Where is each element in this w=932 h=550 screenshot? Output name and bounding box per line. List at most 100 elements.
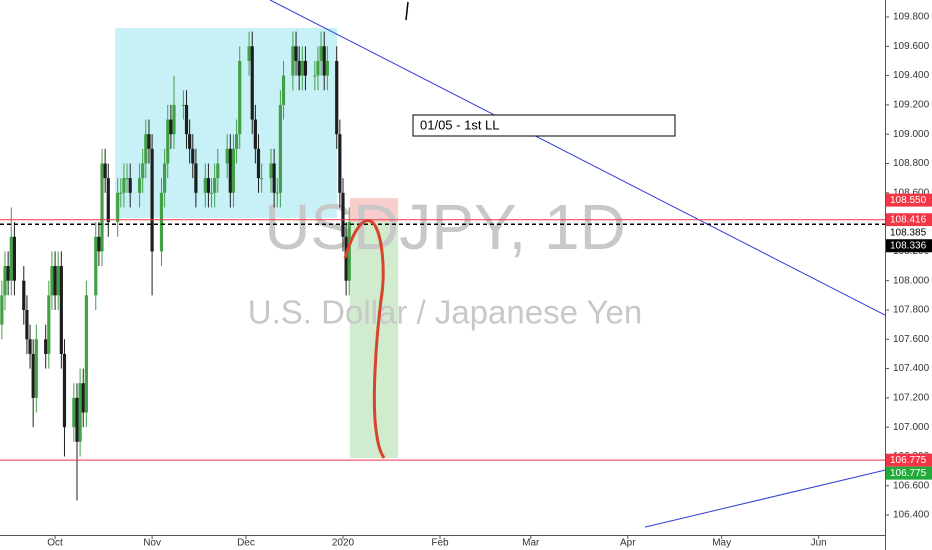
freehand-curve bbox=[343, 219, 386, 459]
y-tick-label: 106.600 bbox=[893, 480, 930, 491]
candle-body bbox=[144, 134, 148, 164]
candle-body bbox=[97, 236, 101, 252]
x-tick-label: Jun bbox=[811, 538, 827, 549]
candle-body bbox=[344, 236, 348, 281]
x-tick-label: Dec bbox=[237, 538, 255, 549]
candle-body bbox=[181, 104, 185, 106]
candle-body bbox=[172, 104, 176, 135]
candle-body bbox=[100, 163, 104, 252]
price-label: 108.385 bbox=[890, 227, 927, 238]
y-tick-label: 109.600 bbox=[893, 41, 930, 52]
y-tick-label: 107.800 bbox=[893, 305, 930, 316]
watermark-subtitle: U.S. Dollar / Japanese Yen bbox=[248, 294, 642, 331]
candle-body bbox=[116, 192, 120, 223]
y-tick-label: 108.800 bbox=[893, 158, 930, 169]
candle-body bbox=[303, 60, 308, 76]
candle-body bbox=[191, 148, 195, 164]
y-tick-label: 109.400 bbox=[893, 70, 930, 81]
candle-body bbox=[275, 192, 279, 194]
candle-body bbox=[253, 119, 257, 149]
candle-body bbox=[294, 46, 298, 61]
drawing-stroke bbox=[405, 1, 409, 21]
candle-body bbox=[194, 163, 198, 193]
x-tick-label: Mar bbox=[522, 538, 540, 549]
price-label-bg bbox=[886, 226, 932, 240]
candle-body bbox=[53, 266, 57, 296]
trendline bbox=[644, 469, 886, 528]
candle-body bbox=[12, 236, 16, 281]
candle-body bbox=[62, 353, 67, 428]
candle-body bbox=[94, 236, 98, 296]
price-label: 108.336 bbox=[890, 240, 927, 251]
candle-body bbox=[119, 192, 123, 194]
candle-body bbox=[169, 119, 173, 135]
candle-body bbox=[59, 266, 63, 354]
candle-body bbox=[22, 280, 26, 310]
x-tick-label: Nov bbox=[143, 538, 161, 549]
candle-body bbox=[159, 192, 164, 252]
y-tick-label: 109.800 bbox=[893, 12, 930, 23]
trendline bbox=[269, 0, 886, 316]
zone bbox=[349, 198, 399, 223]
candle-body bbox=[150, 148, 154, 252]
candle-body bbox=[31, 353, 35, 398]
candle-body bbox=[50, 266, 54, 296]
candle-body bbox=[291, 46, 295, 76]
candle-body bbox=[47, 295, 51, 354]
x-tick-label: Apr bbox=[620, 538, 636, 549]
candle-body bbox=[347, 222, 351, 281]
candle-body bbox=[203, 178, 207, 193]
y-tick-label: 109.200 bbox=[893, 100, 930, 111]
price-label: 106.775 bbox=[890, 468, 927, 479]
candle-body bbox=[56, 266, 60, 296]
candle-body bbox=[335, 60, 339, 135]
price-label-bg bbox=[886, 239, 932, 253]
candle-body bbox=[78, 383, 82, 442]
candle-body bbox=[256, 148, 261, 179]
candle-body bbox=[250, 46, 254, 120]
candle-body bbox=[44, 339, 48, 354]
price-label-bg bbox=[886, 193, 932, 207]
candle-body bbox=[81, 383, 85, 413]
candle-body bbox=[34, 339, 38, 398]
candle-body bbox=[300, 60, 304, 76]
note-box bbox=[412, 114, 676, 137]
price-label: 108.550 bbox=[890, 195, 927, 206]
x-tick-label: May bbox=[712, 538, 731, 549]
price-label: 108.416 bbox=[890, 214, 927, 225]
candle-body bbox=[341, 192, 345, 237]
candle-body bbox=[260, 178, 264, 180]
y-tick-label: 108.000 bbox=[893, 275, 930, 286]
candle-body bbox=[231, 148, 236, 193]
candle-body bbox=[319, 46, 323, 61]
candle-body bbox=[72, 397, 76, 428]
candle-body bbox=[3, 266, 7, 296]
x-tick-label: Oct bbox=[47, 538, 63, 549]
x-tick-label: Feb bbox=[431, 538, 449, 549]
candle-body bbox=[338, 134, 342, 193]
candle-body bbox=[316, 60, 320, 76]
candle-body bbox=[147, 134, 151, 149]
candle-body bbox=[234, 134, 239, 149]
price-label-bg bbox=[886, 466, 932, 480]
candle-body bbox=[238, 60, 242, 135]
y-tick-label: 107.600 bbox=[893, 334, 930, 345]
candle-body bbox=[163, 163, 167, 193]
candle-body bbox=[75, 397, 79, 442]
candle-body bbox=[122, 178, 126, 193]
candle-body bbox=[272, 163, 276, 193]
x-tick-label: 2020 bbox=[332, 538, 355, 549]
candle-body bbox=[141, 163, 145, 179]
price-label: 106.775 bbox=[890, 455, 927, 466]
candle-body bbox=[209, 192, 214, 194]
price-label-bg bbox=[886, 213, 932, 227]
candle-body bbox=[325, 60, 329, 76]
candle-body bbox=[128, 178, 132, 193]
candle-body bbox=[9, 236, 13, 281]
candle-body bbox=[166, 119, 170, 164]
candle-body bbox=[28, 339, 32, 354]
y-tick-label: 106.400 bbox=[893, 510, 930, 521]
candle-body bbox=[125, 178, 129, 180]
candle-body bbox=[297, 60, 301, 76]
